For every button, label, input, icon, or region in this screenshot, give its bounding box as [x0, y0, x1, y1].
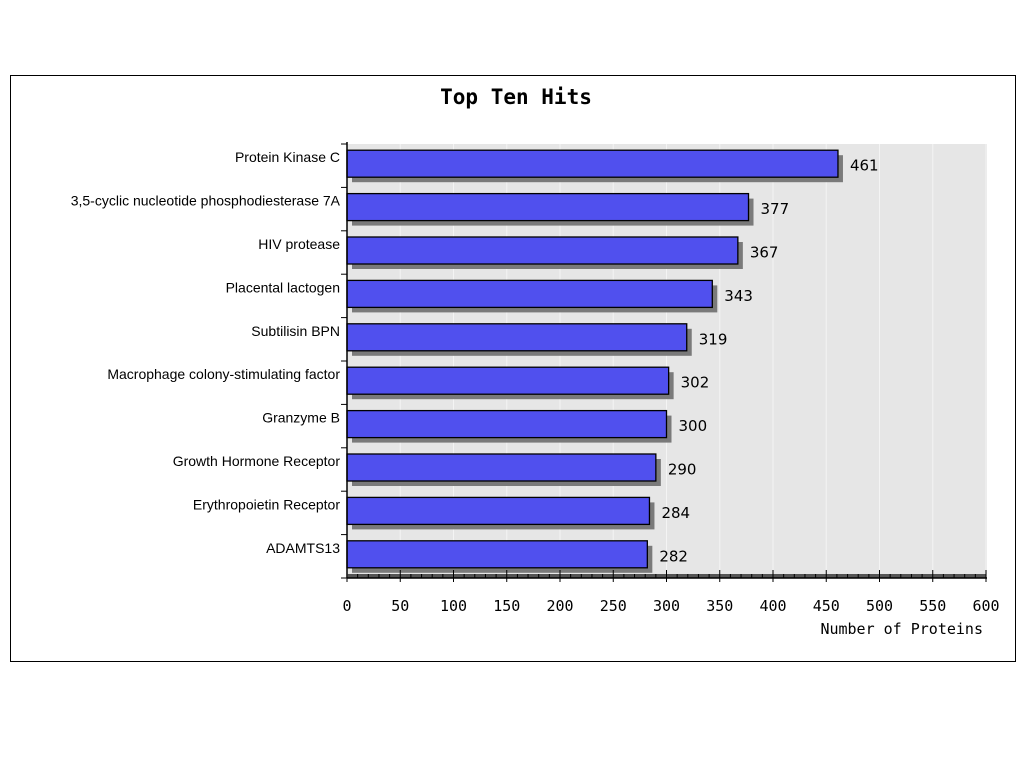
axes: 0 50 100 150 200 250 300 350 400 450 500 550 600 — [341, 142, 1000, 615]
x-tick-label: 300 — [653, 597, 680, 615]
value-label: 282 — [659, 547, 688, 565]
bar — [346, 366, 670, 395]
value-label: 367 — [750, 244, 779, 262]
bar — [346, 540, 648, 569]
bar — [346, 236, 739, 265]
category-label: 3,5-cyclic nucleotide phosphodiesterase … — [71, 193, 341, 209]
bars: 461 Protein Kinase C 377 3,5-cyclic nucleot… — [71, 149, 879, 573]
chart-title: Top Ten Hits — [440, 85, 592, 109]
chart-frame: 461 Protein Kinase C 377 3,5-cyclic nucleot… — [10, 75, 1016, 662]
x-tick-label: 450 — [813, 597, 840, 615]
x-tick-label: 250 — [600, 597, 627, 615]
x-tick-label: 600 — [972, 597, 999, 615]
bar — [346, 149, 839, 178]
x-tick-label: 550 — [919, 597, 946, 615]
value-label: 300 — [679, 417, 708, 435]
category-label: Subtilisin BPN — [251, 323, 340, 339]
x-tick-label: 150 — [493, 597, 520, 615]
category-label: HIV protease — [258, 236, 340, 252]
category-label: Growth Hormone Receptor — [173, 453, 341, 469]
bar — [346, 453, 657, 482]
value-label: 343 — [724, 287, 753, 305]
category-label: Placental lactogen — [226, 279, 340, 295]
category-label: Granzyme B — [262, 410, 340, 426]
x-tick-label: 400 — [759, 597, 786, 615]
x-tick-label: 500 — [866, 597, 893, 615]
value-label: 319 — [699, 330, 728, 348]
value-label: 461 — [850, 157, 879, 175]
value-label: 377 — [761, 200, 790, 218]
category-label: Macrophage colony-stimulating factor — [107, 366, 340, 382]
value-label: 290 — [668, 461, 697, 479]
category-label: ADAMTS13 — [266, 540, 340, 556]
x-axis-title: Number of Proteins — [820, 620, 983, 638]
value-label: 284 — [661, 504, 690, 522]
bar — [346, 496, 651, 526]
x-tick-label: 350 — [706, 597, 733, 615]
category-label: Protein Kinase C — [235, 149, 340, 165]
x-tick-label: 200 — [546, 597, 573, 615]
bar — [346, 279, 713, 309]
bar — [346, 192, 750, 222]
x-tick-label: 100 — [440, 597, 467, 615]
bar — [346, 323, 688, 352]
x-tick-label: 0 — [342, 597, 351, 615]
bar — [346, 409, 668, 439]
category-label: Erythropoietin Receptor — [193, 496, 340, 512]
value-label: 302 — [681, 374, 710, 392]
x-tick-label: 50 — [391, 597, 409, 615]
bar-chart: 461 Protein Kinase C 377 3,5-cyclic nucleot… — [71, 85, 1000, 638]
